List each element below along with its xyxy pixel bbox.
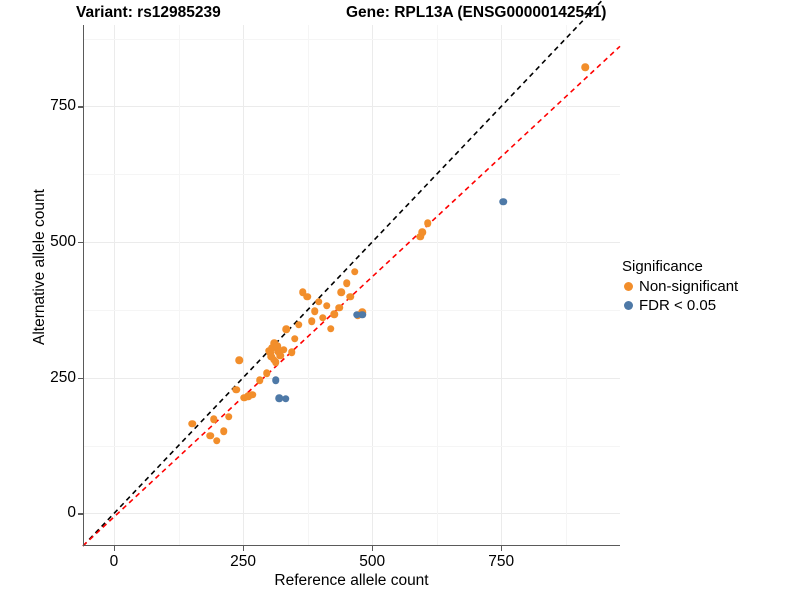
scatter-point <box>295 320 303 329</box>
scatter-point <box>330 310 339 318</box>
scatter-point <box>346 293 355 301</box>
gridline-horizontal <box>83 242 620 244</box>
scatter-point <box>322 301 331 310</box>
scatter-point <box>318 313 327 322</box>
y-tick-label: 250 <box>50 368 76 386</box>
scatter-point <box>424 219 432 227</box>
gridline-horizontal <box>83 174 620 176</box>
legend-key-dot-icon <box>624 301 633 310</box>
scatter-point <box>418 228 426 237</box>
scatter-point <box>232 385 241 394</box>
scatter-point <box>212 436 221 445</box>
scatter-point <box>581 63 590 72</box>
y-tick-label: 500 <box>50 233 76 251</box>
scatter-point <box>268 344 277 352</box>
scatter-point <box>244 392 252 400</box>
plot-area <box>78 0 621 551</box>
scatter-point <box>352 311 361 319</box>
legend: Significance Non-significant FDR < 0.05 <box>622 258 797 315</box>
y-tick <box>78 513 83 515</box>
scatter-point <box>209 415 218 423</box>
scatter-point <box>358 311 367 319</box>
y-axis-line <box>83 25 85 546</box>
y-tick <box>78 242 83 244</box>
legend-item-label: FDR < 0.05 <box>639 297 717 314</box>
gridline-horizontal <box>83 445 620 447</box>
scatter-point <box>240 394 248 402</box>
scatter-point <box>307 317 316 326</box>
legend-item-label: Non-significant <box>639 278 739 295</box>
gridline-horizontal <box>83 377 620 379</box>
x-tick-label: 250 <box>230 553 256 570</box>
scatter-point <box>290 334 299 343</box>
scatter-point <box>287 348 296 356</box>
scatter-point <box>275 394 283 403</box>
gridline-vertical <box>243 25 245 546</box>
scatter-point <box>337 288 345 296</box>
legend-title: Significance <box>622 258 703 275</box>
x-tick-label: 0 <box>109 553 119 570</box>
scatter-point <box>311 307 319 315</box>
scatter-point <box>220 427 228 436</box>
legend-key-dot-icon <box>624 282 633 291</box>
scatter-point <box>235 356 244 365</box>
x-tick <box>372 546 374 551</box>
scatter-point <box>499 198 508 206</box>
scatter-point <box>315 298 323 306</box>
scatter-point <box>274 347 282 356</box>
scatter-point <box>248 390 257 399</box>
y-tick-label: 750 <box>50 97 76 115</box>
scatter-point <box>343 279 351 288</box>
scatter-point <box>335 304 343 312</box>
x-tick-label: 750 <box>488 553 515 570</box>
scatter-point <box>327 325 335 333</box>
gridline-vertical <box>436 25 438 546</box>
scatter-point <box>273 342 281 351</box>
y-tick <box>78 377 83 379</box>
scatter-point <box>282 325 291 334</box>
gridline-vertical <box>307 25 309 546</box>
x-tick <box>501 546 503 551</box>
gridline-vertical <box>565 25 567 546</box>
y-tick <box>78 106 83 108</box>
gridline-vertical <box>113 25 115 546</box>
scatter-point <box>266 349 275 357</box>
scatter-point <box>416 232 424 241</box>
scatter-point <box>299 288 307 296</box>
scatter-point <box>280 345 288 354</box>
scatter-point <box>206 432 214 440</box>
legend-items: Non-significant FDR < 0.05 <box>622 277 797 315</box>
x-tick-labels: 0 250 500 750 <box>83 25 620 570</box>
scatter-point <box>263 369 271 378</box>
x-axis-line <box>83 544 620 546</box>
scatter-point <box>255 376 264 385</box>
scatter-point <box>271 376 280 385</box>
scatter-point <box>224 413 233 421</box>
gene-title: Gene: RPL13A (ENSG00000142541) <box>346 4 607 21</box>
gridline-horizontal <box>83 513 620 515</box>
gridline-vertical <box>372 25 374 546</box>
x-tick <box>113 546 116 551</box>
legend-item[interactable]: FDR < 0.05 <box>622 296 797 315</box>
x-axis-title: Reference allele count <box>274 572 429 589</box>
scatter-point <box>276 351 284 360</box>
legend-item[interactable]: Non-significant <box>622 277 797 296</box>
y-tick-label: 0 <box>67 504 76 522</box>
gridline-horizontal <box>83 309 620 311</box>
gridline-vertical <box>501 25 503 546</box>
x-tick <box>243 546 245 551</box>
y-axis-title: Alternative allele count <box>31 189 48 345</box>
scatter-point <box>303 293 311 301</box>
gridline-horizontal <box>83 106 620 108</box>
gridline-vertical <box>178 25 180 546</box>
x-tick-label: 500 <box>359 553 386 570</box>
y-tick-labels: 0 250 500 750 <box>0 25 76 546</box>
scatter-point <box>271 358 280 366</box>
scatter-point <box>188 420 197 428</box>
scatter-point <box>282 395 290 403</box>
reference-lines <box>82 0 621 547</box>
variant-title: Variant: rs12985239 <box>76 4 221 21</box>
scatter-point <box>350 268 359 276</box>
